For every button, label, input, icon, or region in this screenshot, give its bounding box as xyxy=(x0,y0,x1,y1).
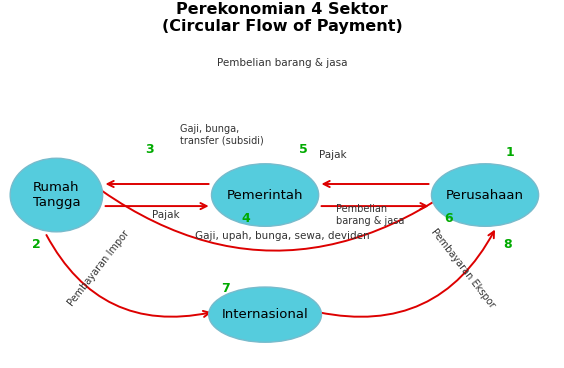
Text: 7: 7 xyxy=(221,282,230,296)
Text: Pembelian barang & jasa: Pembelian barang & jasa xyxy=(217,57,347,68)
Text: 5: 5 xyxy=(298,142,307,156)
Text: 1: 1 xyxy=(506,146,515,159)
Text: 2: 2 xyxy=(32,238,41,251)
Text: 3: 3 xyxy=(145,142,154,156)
Ellipse shape xyxy=(10,158,103,232)
Text: Pajak: Pajak xyxy=(152,210,180,220)
Text: Perekonomian 4 Sektor
(Circular Flow of Payment): Perekonomian 4 Sektor (Circular Flow of … xyxy=(162,2,402,34)
Ellipse shape xyxy=(212,164,319,226)
Text: Pembayaran Impor: Pembayaran Impor xyxy=(66,229,131,308)
Text: Pembayaran Ekspor: Pembayaran Ekspor xyxy=(429,227,496,310)
Text: Rumah
Tangga: Rumah Tangga xyxy=(33,181,80,209)
Text: Gaji, upah, bunga, sewa, deviden: Gaji, upah, bunga, sewa, deviden xyxy=(195,230,369,241)
Text: Perusahaan: Perusahaan xyxy=(446,188,524,202)
Text: Pemerintah: Pemerintah xyxy=(227,188,303,202)
Text: 6: 6 xyxy=(444,212,453,226)
Ellipse shape xyxy=(209,287,321,342)
Ellipse shape xyxy=(431,164,539,226)
Text: 8: 8 xyxy=(503,238,512,251)
Text: Pajak: Pajak xyxy=(319,149,346,160)
Text: Internasional: Internasional xyxy=(222,308,309,321)
Text: Pembelian
barang & jasa: Pembelian barang & jasa xyxy=(336,205,404,226)
Text: 4: 4 xyxy=(241,212,250,226)
Text: Gaji, bunga,
transfer (subsidi): Gaji, bunga, transfer (subsidi) xyxy=(180,124,264,145)
